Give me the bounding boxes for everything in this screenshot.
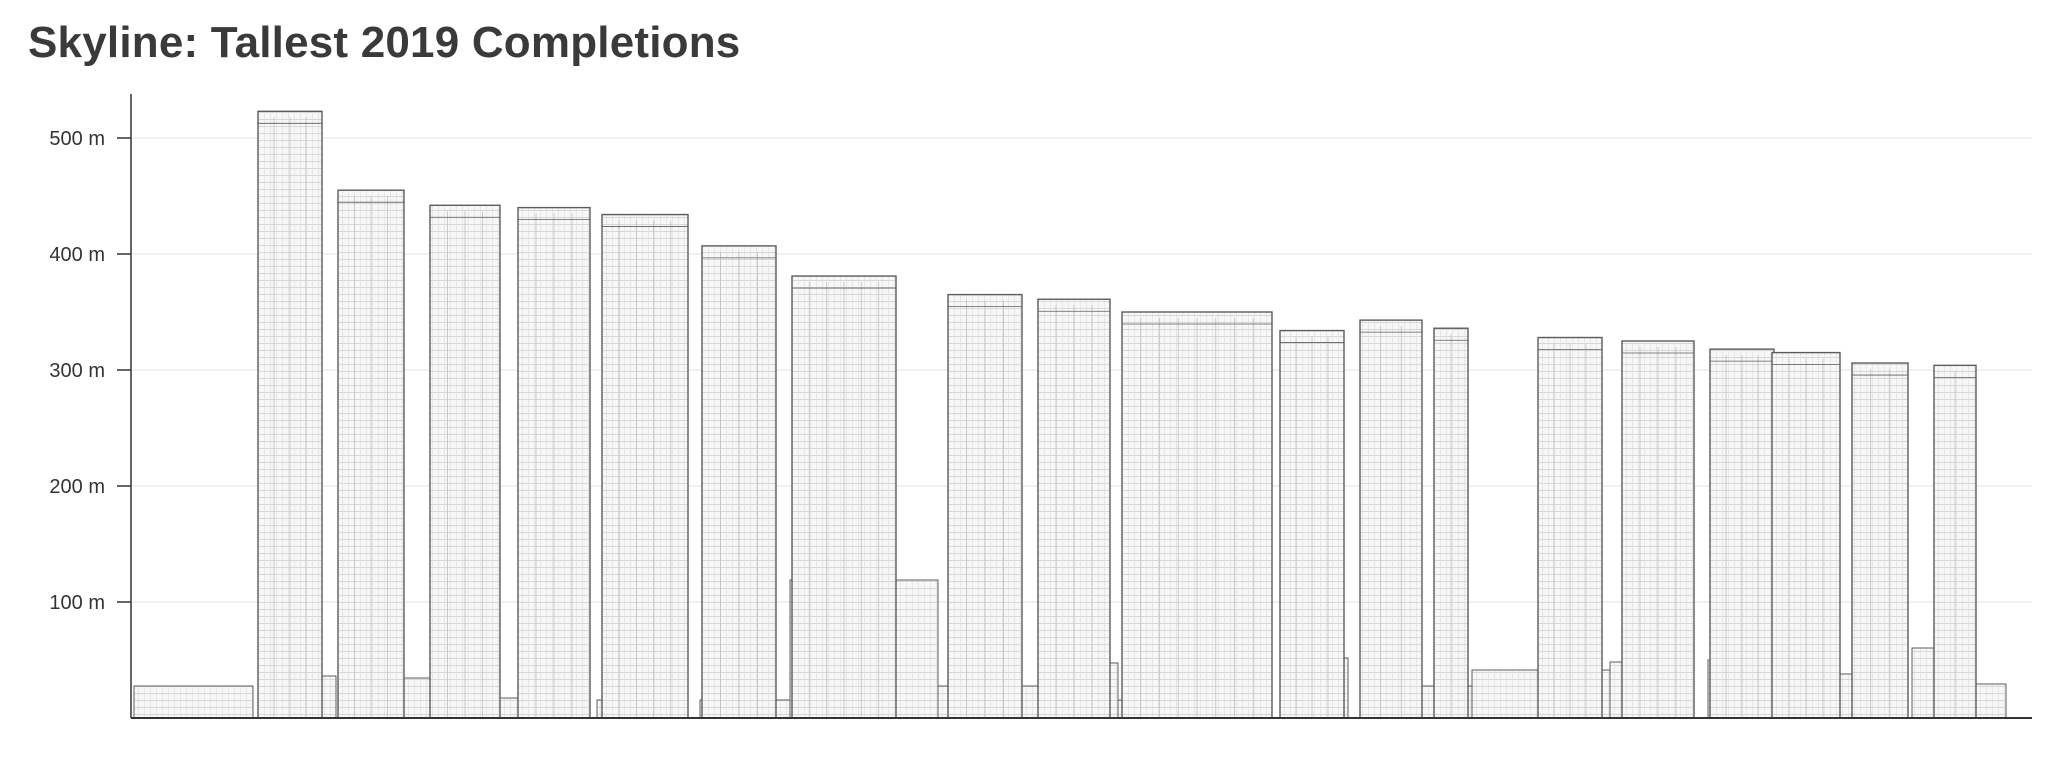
chart-title: Skyline: Tallest 2019 Completions <box>28 18 741 67</box>
podium <box>133 685 254 719</box>
building-bar <box>1279 329 1345 719</box>
y-tick-label: 300 m <box>49 360 105 382</box>
building-bar <box>1851 362 1909 719</box>
y-tick-label: 500 m <box>49 128 105 150</box>
y-tick-label: 400 m <box>49 244 105 266</box>
building-bar <box>1709 348 1775 719</box>
buildings <box>257 110 1977 719</box>
building-bar <box>337 189 405 719</box>
building-bar <box>257 110 323 719</box>
building-body <box>601 213 689 719</box>
y-axis: 100 m 200 m 300 m 400 m 500 m <box>49 94 2032 719</box>
y-tick-label: 200 m <box>49 476 105 498</box>
building-bar <box>1933 364 1977 719</box>
y-tick-label: 100 m <box>49 592 105 614</box>
building-bar <box>1037 298 1111 719</box>
podium <box>1973 683 2007 719</box>
building-bar <box>1621 340 1695 719</box>
building-bar <box>601 213 689 719</box>
building-bar <box>1359 319 1423 719</box>
building-bar <box>1121 311 1273 719</box>
building-bar <box>791 275 897 719</box>
building-bar <box>1433 327 1469 719</box>
building-bar <box>701 245 777 719</box>
building-body <box>1359 319 1423 719</box>
building-bar <box>1537 336 1603 719</box>
building-bar <box>517 206 591 719</box>
building-bar <box>947 293 1023 719</box>
building-bar <box>1771 351 1841 719</box>
building-bar <box>429 204 501 719</box>
building-body <box>1851 362 1909 719</box>
